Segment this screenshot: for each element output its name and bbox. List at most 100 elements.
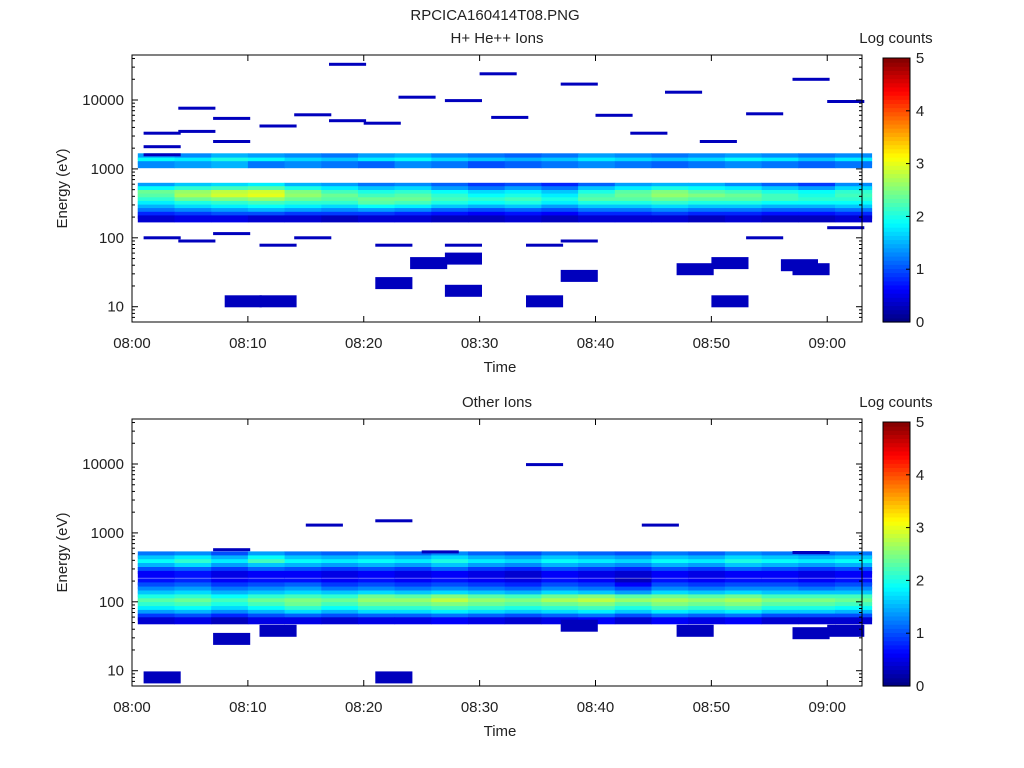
heatmap-cell bbox=[541, 602, 579, 610]
heatmap-cell bbox=[431, 563, 469, 570]
heatmap-cell bbox=[651, 606, 689, 614]
heatmap-cell bbox=[431, 582, 469, 590]
heatmap-cell bbox=[174, 563, 212, 570]
heatmap-cell bbox=[137, 567, 175, 574]
heatmap-cell bbox=[358, 215, 396, 223]
heatmap-cell bbox=[358, 609, 396, 617]
heatmap-cell bbox=[792, 627, 830, 640]
colorbar-segment bbox=[883, 422, 910, 427]
y-axis-label: Energy (eV) bbox=[54, 512, 71, 592]
heatmap-cell bbox=[798, 567, 836, 574]
colorbar-segment bbox=[883, 471, 910, 477]
colorbar-segment bbox=[883, 95, 910, 100]
heatmap-cell bbox=[358, 555, 396, 563]
heatmap-cell bbox=[651, 190, 689, 197]
heatmap-cell bbox=[137, 606, 175, 614]
heatmap-cell bbox=[651, 563, 689, 570]
heatmap-cell bbox=[174, 570, 212, 578]
heatmap-cell bbox=[504, 190, 542, 197]
heatmap-cell bbox=[504, 153, 542, 161]
heatmap-cell bbox=[614, 598, 652, 606]
heatmap-cell bbox=[630, 131, 668, 135]
colorbar-tick-label: 4 bbox=[916, 103, 924, 120]
heatmap-cell bbox=[541, 563, 579, 570]
heatmap-cell bbox=[321, 551, 359, 559]
colorbar-segment bbox=[883, 434, 910, 440]
heatmap-cell bbox=[211, 157, 249, 165]
heatmap-cell bbox=[284, 582, 322, 590]
heatmap-cell bbox=[724, 617, 762, 625]
heatmap-cell bbox=[284, 567, 322, 574]
heatmap-cell bbox=[541, 200, 579, 208]
heatmap-cell bbox=[835, 153, 873, 161]
colorbar-segment bbox=[883, 521, 910, 526]
heatmap-cell bbox=[211, 551, 249, 559]
colorbar-segment bbox=[883, 317, 910, 323]
heatmap-cell bbox=[835, 186, 873, 194]
heatmap-cell bbox=[504, 582, 542, 590]
heatmap-cell bbox=[294, 113, 332, 117]
heatmap-cell bbox=[398, 95, 436, 99]
colorbar-tick-label: 1 bbox=[916, 625, 924, 642]
heatmap-cell bbox=[431, 153, 469, 161]
heatmap-cell bbox=[394, 609, 432, 617]
heatmap-cell bbox=[211, 211, 249, 219]
heatmap-cell bbox=[211, 555, 249, 563]
colorbar-segment bbox=[883, 74, 910, 80]
heatmap-cell bbox=[284, 609, 322, 617]
heatmap-cell bbox=[431, 190, 469, 197]
heatmap-cell bbox=[835, 617, 873, 625]
heatmap-cell bbox=[137, 594, 175, 602]
heatmap-cell bbox=[394, 186, 432, 194]
heatmap-cell bbox=[137, 617, 175, 625]
heatmap-cell bbox=[137, 551, 175, 559]
heatmap-cell bbox=[761, 153, 799, 161]
colorbar-segment bbox=[883, 144, 910, 150]
heatmap-cell bbox=[358, 613, 396, 621]
heatmap-cell bbox=[137, 613, 175, 621]
heatmap-cell bbox=[174, 200, 212, 208]
colorbar-label: Log counts bbox=[859, 394, 932, 411]
heatmap-cell bbox=[578, 586, 616, 594]
heatmap-cell bbox=[247, 208, 285, 216]
heatmap-cell bbox=[321, 193, 359, 201]
heatmap-cell bbox=[468, 609, 506, 617]
heatmap-cell bbox=[358, 186, 396, 194]
colorbar-segment bbox=[883, 256, 910, 261]
heatmap-cell bbox=[798, 208, 836, 216]
heatmap-cell bbox=[651, 555, 689, 563]
colorbar-tick-label: 5 bbox=[916, 414, 924, 431]
x-tick-label: 08:30 bbox=[461, 335, 499, 352]
heatmap-cell bbox=[504, 586, 542, 594]
heatmap-cell bbox=[835, 200, 873, 208]
heatmap-cell bbox=[651, 609, 689, 617]
heatmap-cell bbox=[504, 594, 542, 602]
heatmap-cell bbox=[614, 594, 652, 602]
heatmap-cell bbox=[651, 161, 689, 169]
heatmap-cell bbox=[431, 559, 469, 567]
colorbar-segment bbox=[883, 442, 910, 448]
heatmap-cell bbox=[798, 586, 836, 594]
heatmap-cell bbox=[724, 582, 762, 590]
heatmap-cell bbox=[174, 609, 212, 617]
colorbar-segment bbox=[883, 284, 910, 290]
colorbar-segment bbox=[883, 549, 910, 555]
heatmap-cell bbox=[468, 190, 506, 197]
heatmap-cell bbox=[431, 586, 469, 594]
colorbar-segment bbox=[883, 681, 910, 687]
heatmap-cell bbox=[394, 613, 432, 621]
heatmap-cell bbox=[688, 161, 726, 169]
heatmap-cell bbox=[321, 555, 359, 563]
heatmap-cell bbox=[431, 161, 469, 169]
heatmap-cell bbox=[431, 617, 469, 625]
heatmap-cell bbox=[394, 197, 432, 205]
heatmap-cell bbox=[761, 586, 799, 594]
heatmap-cell bbox=[211, 602, 249, 610]
heatmap-cell bbox=[699, 140, 737, 143]
heatmap-cell bbox=[761, 578, 799, 586]
colorbar-segment bbox=[883, 227, 910, 232]
heatmap-cell bbox=[358, 208, 396, 216]
colorbar-tick-label: 0 bbox=[916, 678, 924, 695]
heatmap-cell bbox=[211, 598, 249, 606]
heatmap-cell bbox=[468, 197, 506, 205]
